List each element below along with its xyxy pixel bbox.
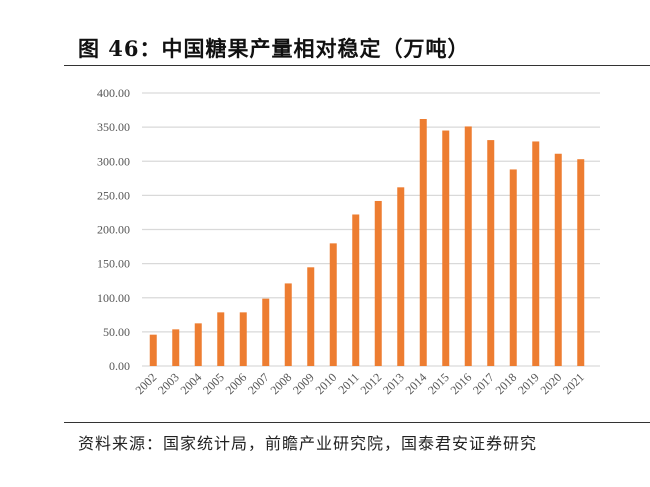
source-note: 资料来源：国家统计局，前瞻产业研究院，国泰君安证券研究 xyxy=(78,434,538,453)
x-tick-label: 2015 xyxy=(425,370,452,397)
bar-2009 xyxy=(307,267,315,366)
y-tick-label: 150.00 xyxy=(97,257,130,271)
y-tick-label: 250.00 xyxy=(97,188,130,202)
x-tick-label: 2007 xyxy=(245,370,272,397)
bar-2019 xyxy=(532,141,540,366)
x-tick-label: 2008 xyxy=(268,370,295,397)
x-tick-label: 2014 xyxy=(403,370,430,397)
bar-2007 xyxy=(262,298,270,366)
chart-title: 图 46：中国糖果产量相对稳定（万吨） xyxy=(78,36,470,61)
bar-2021 xyxy=(577,159,585,366)
x-tick-label: 2020 xyxy=(538,370,565,397)
y-tick-label: 200.00 xyxy=(97,223,130,237)
bar-2002 xyxy=(149,334,157,366)
x-tick-label: 2004 xyxy=(178,370,205,397)
x-tick-label: 2011 xyxy=(335,370,362,397)
bar-2011 xyxy=(352,214,360,366)
x-tick-label: 2017 xyxy=(470,370,497,397)
bar-2015 xyxy=(442,130,450,366)
bar-2012 xyxy=(374,200,382,366)
bar-2018 xyxy=(509,169,517,366)
x-tick-label: 2009 xyxy=(290,370,317,397)
x-tick-label: 2016 xyxy=(448,370,475,397)
x-tick-label: 2013 xyxy=(380,370,407,397)
y-tick-label: 100.00 xyxy=(97,291,130,305)
bar-2004 xyxy=(194,323,202,366)
y-tick-label: 0.00 xyxy=(109,359,130,373)
bar-2014 xyxy=(419,119,427,366)
bar-2017 xyxy=(487,140,495,366)
y-tick-label: 350.00 xyxy=(97,120,130,134)
x-tick-label: 2012 xyxy=(358,370,385,397)
bar-2008 xyxy=(284,283,292,366)
title-divider xyxy=(64,65,650,66)
bar-2020 xyxy=(554,153,562,366)
x-tick-label: 2006 xyxy=(223,370,250,397)
bar-2016 xyxy=(464,126,472,366)
y-tick-label: 50.00 xyxy=(103,325,130,339)
y-tick-label: 400.00 xyxy=(97,86,130,100)
y-tick-label: 300.00 xyxy=(97,154,130,168)
x-tick-label: 2021 xyxy=(560,370,587,397)
x-tick-label: 2003 xyxy=(155,370,182,397)
source-divider xyxy=(64,422,650,423)
x-tick-label: 2010 xyxy=(313,370,340,397)
bar-2005 xyxy=(217,312,225,366)
x-tick-label: 2005 xyxy=(200,370,227,397)
x-tick-label: 2018 xyxy=(493,370,520,397)
x-tick-label: 2002 xyxy=(133,370,160,397)
x-tick-label: 2019 xyxy=(515,370,542,397)
bar-2010 xyxy=(329,243,337,366)
bar-2006 xyxy=(239,312,247,366)
bar-2013 xyxy=(397,187,405,366)
bar-2003 xyxy=(172,329,180,366)
